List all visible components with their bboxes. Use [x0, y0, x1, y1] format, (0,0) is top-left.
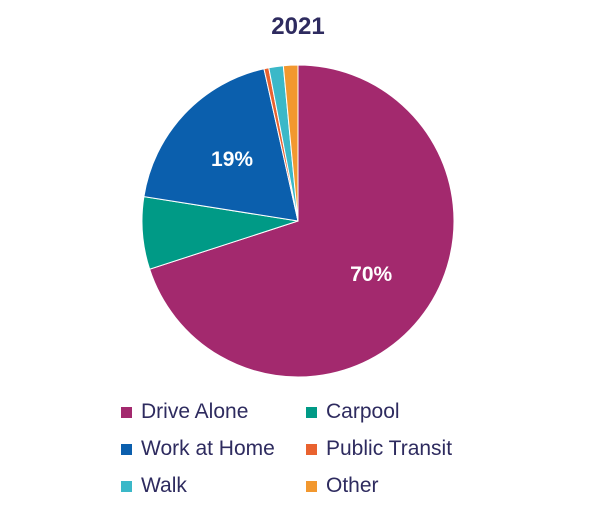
legend-swatch-public-transit	[306, 443, 317, 455]
pie-slice-drive-alone	[149, 64, 455, 378]
legend-item-work-at-home: Work at Home	[121, 437, 275, 461]
pie-chart: 70% 19%	[141, 64, 455, 378]
legend-label-other: Other	[326, 474, 379, 497]
legend-label-walk: Walk	[141, 474, 187, 497]
legend-label-drive-alone: Drive Alone	[141, 400, 249, 423]
legend-swatch-drive-alone	[121, 406, 132, 418]
legend-item-walk: Walk	[121, 474, 187, 498]
legend-label-public-transit: Public Transit	[326, 437, 453, 460]
legend-label-carpool: Carpool	[326, 400, 400, 423]
legend-swatch-work-at-home	[121, 443, 132, 455]
data-label-work-at-home: 19%	[211, 148, 253, 171]
legend-item-carpool: Carpool	[306, 400, 400, 424]
legend-item-drive-alone: Drive Alone	[121, 400, 248, 424]
legend-item-public-transit: Public Transit	[306, 437, 452, 461]
legend-swatch-other	[306, 480, 317, 492]
pie-slice-other	[282, 64, 299, 222]
legend-swatch-carpool	[306, 406, 317, 418]
data-label-drive-alone: 70%	[350, 263, 392, 286]
chart-title: 2021	[271, 13, 325, 40]
legend-label-work-at-home: Work at Home	[141, 437, 275, 460]
legend-item-other: Other	[306, 474, 379, 498]
pie-slice-work-at-home	[143, 68, 299, 222]
legend-swatch-walk	[121, 480, 132, 492]
